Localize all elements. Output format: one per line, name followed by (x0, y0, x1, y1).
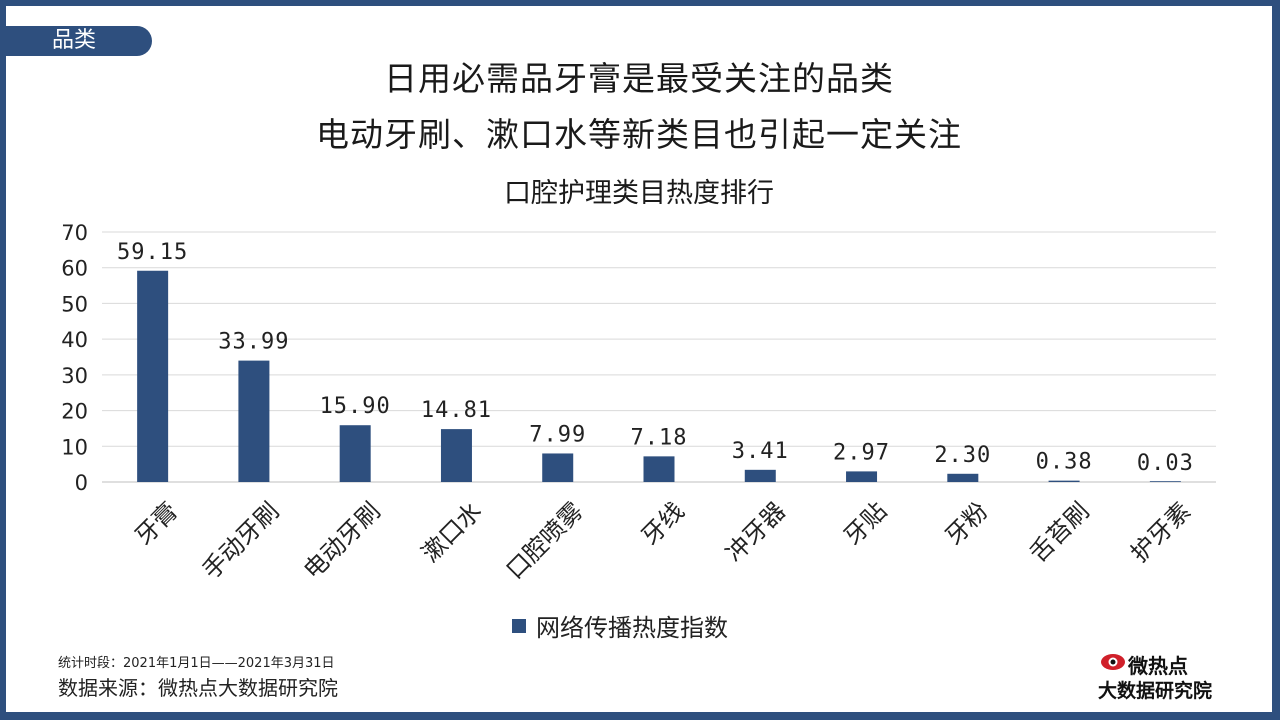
bar (238, 360, 270, 482)
data-label: 0.38 (1036, 450, 1093, 475)
x-tick-label: 口腔喷雾 (501, 497, 589, 585)
x-tick-label: 电动牙刷 (298, 497, 386, 585)
data-label: 14.81 (421, 398, 492, 423)
bar (947, 473, 979, 482)
eye-logo-icon (1101, 654, 1125, 670)
logo-line-1: 微热点 (1128, 654, 1188, 678)
bar (744, 469, 776, 482)
legend-swatch (512, 618, 526, 633)
y-tick-label: 50 (61, 292, 88, 316)
x-tick-label: 牙线 (636, 497, 690, 551)
x-tick-label: 舌苔刷 (1024, 497, 1095, 568)
y-tick-label: 30 (61, 364, 88, 388)
y-tick-label: 0 (75, 471, 88, 495)
data-label: 0.03 (1137, 451, 1194, 476)
headline-line-2: 电动牙刷、漱口水等新类目也引起一定关注 (316, 115, 962, 154)
x-tick-label: 牙贴 (838, 497, 892, 551)
x-tick-label: 冲牙器 (720, 497, 791, 568)
bar (846, 471, 878, 482)
data-label: 33.99 (218, 330, 289, 355)
x-tick-label: 手动牙刷 (197, 497, 285, 585)
data-label: 2.30 (934, 443, 991, 468)
bar (1149, 481, 1181, 482)
x-tick-label: 牙粉 (940, 497, 994, 551)
logo-line-2: 大数据研究院 (1098, 680, 1213, 702)
chart-legend: 网络传播热度指数 (512, 608, 728, 643)
data-label: 7.99 (529, 422, 586, 447)
bar (1048, 480, 1080, 482)
x-tick-label: 牙膏 (130, 497, 184, 551)
data-label: 3.41 (732, 439, 789, 464)
bar-chart: 0 10 20 30 40 50 60 70 59.15 牙膏 33.99 手动牙刷 15.90 电动牙刷… (61, 221, 1216, 585)
slide: 品类 日用必需品牙膏是最受关注的品类 电动牙刷、漱口水等新类目也引起一定关注 口… (6, 6, 1272, 712)
data-label: 59.15 (117, 240, 188, 265)
headline-line-1: 日用必需品牙膏是最受关注的品类 (384, 59, 894, 98)
y-tick-label: 20 (61, 400, 88, 424)
data-label: 2.97 (833, 440, 890, 465)
bar (440, 429, 472, 482)
footnote-source: 数据来源：微热点大数据研究院 (58, 676, 338, 700)
bar (339, 425, 371, 482)
chart-title: 口腔护理类目热度排行 (504, 178, 774, 209)
footnote-period: 统计时段：2021年1月1日——2021年3月31日 (58, 656, 335, 671)
bar (643, 456, 675, 482)
data-label: 7.18 (631, 425, 688, 450)
y-tick-label: 60 (61, 257, 88, 281)
bar (137, 270, 169, 482)
y-tick-label: 40 (61, 328, 88, 352)
x-tick-label: 护牙素 (1125, 497, 1196, 568)
y-tick-label: 10 (61, 435, 88, 459)
logo: 微热点 大数据研究院 (1098, 648, 1238, 704)
bar (542, 453, 574, 482)
section-tag: 品类 (6, 26, 152, 56)
legend-label: 网络传播热度指数 (536, 614, 728, 642)
x-tick-label: 漱口水 (416, 497, 487, 568)
data-label: 15.90 (320, 394, 391, 419)
y-tick-label: 70 (61, 221, 88, 245)
